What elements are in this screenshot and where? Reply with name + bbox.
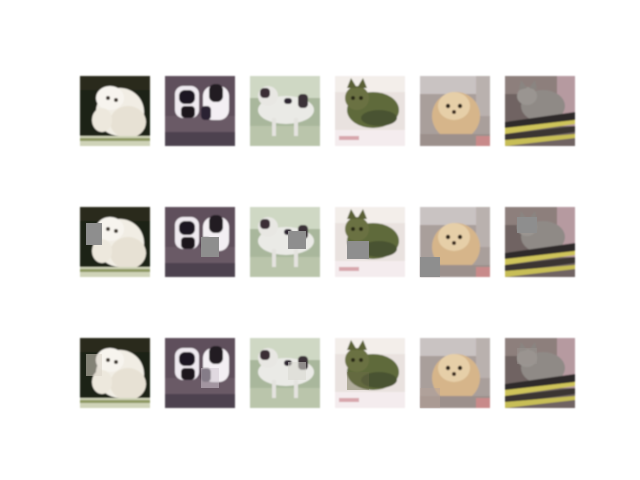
mask-patch [420, 257, 440, 277]
tile-tabby-cat-reconstructed [335, 338, 405, 408]
tile-pomeranian [420, 76, 490, 146]
tile-white-dog [80, 76, 150, 146]
tile-grey-cat [505, 76, 575, 146]
tile-grey-cat-masked [505, 207, 575, 277]
row-original [80, 76, 575, 146]
tile-spotted-dog-reconstructed [250, 338, 320, 408]
mask-patch [201, 237, 219, 257]
mask-patch [288, 231, 306, 249]
mask-patch [517, 217, 537, 233]
tile-white-dog-masked [80, 207, 150, 277]
tile-spotted-dog [250, 76, 320, 146]
mask-patch [86, 223, 102, 245]
tile-spotted-dog-masked [250, 207, 320, 277]
tile-white-dog-reconstructed [80, 338, 150, 408]
tile-black-white-dogs-reconstructed [165, 338, 235, 408]
tile-tabby-cat [335, 76, 405, 146]
tile-tabby-cat-masked [335, 207, 405, 277]
tile-pomeranian-reconstructed [420, 338, 490, 408]
tile-pomeranian-masked [420, 207, 490, 277]
tile-grey-cat-reconstructed [505, 338, 575, 408]
tile-black-white-dogs [165, 76, 235, 146]
row-masked [80, 207, 575, 277]
mask-patch [347, 241, 369, 259]
row-reconstructed [80, 338, 575, 408]
tile-black-white-dogs-masked [165, 207, 235, 277]
